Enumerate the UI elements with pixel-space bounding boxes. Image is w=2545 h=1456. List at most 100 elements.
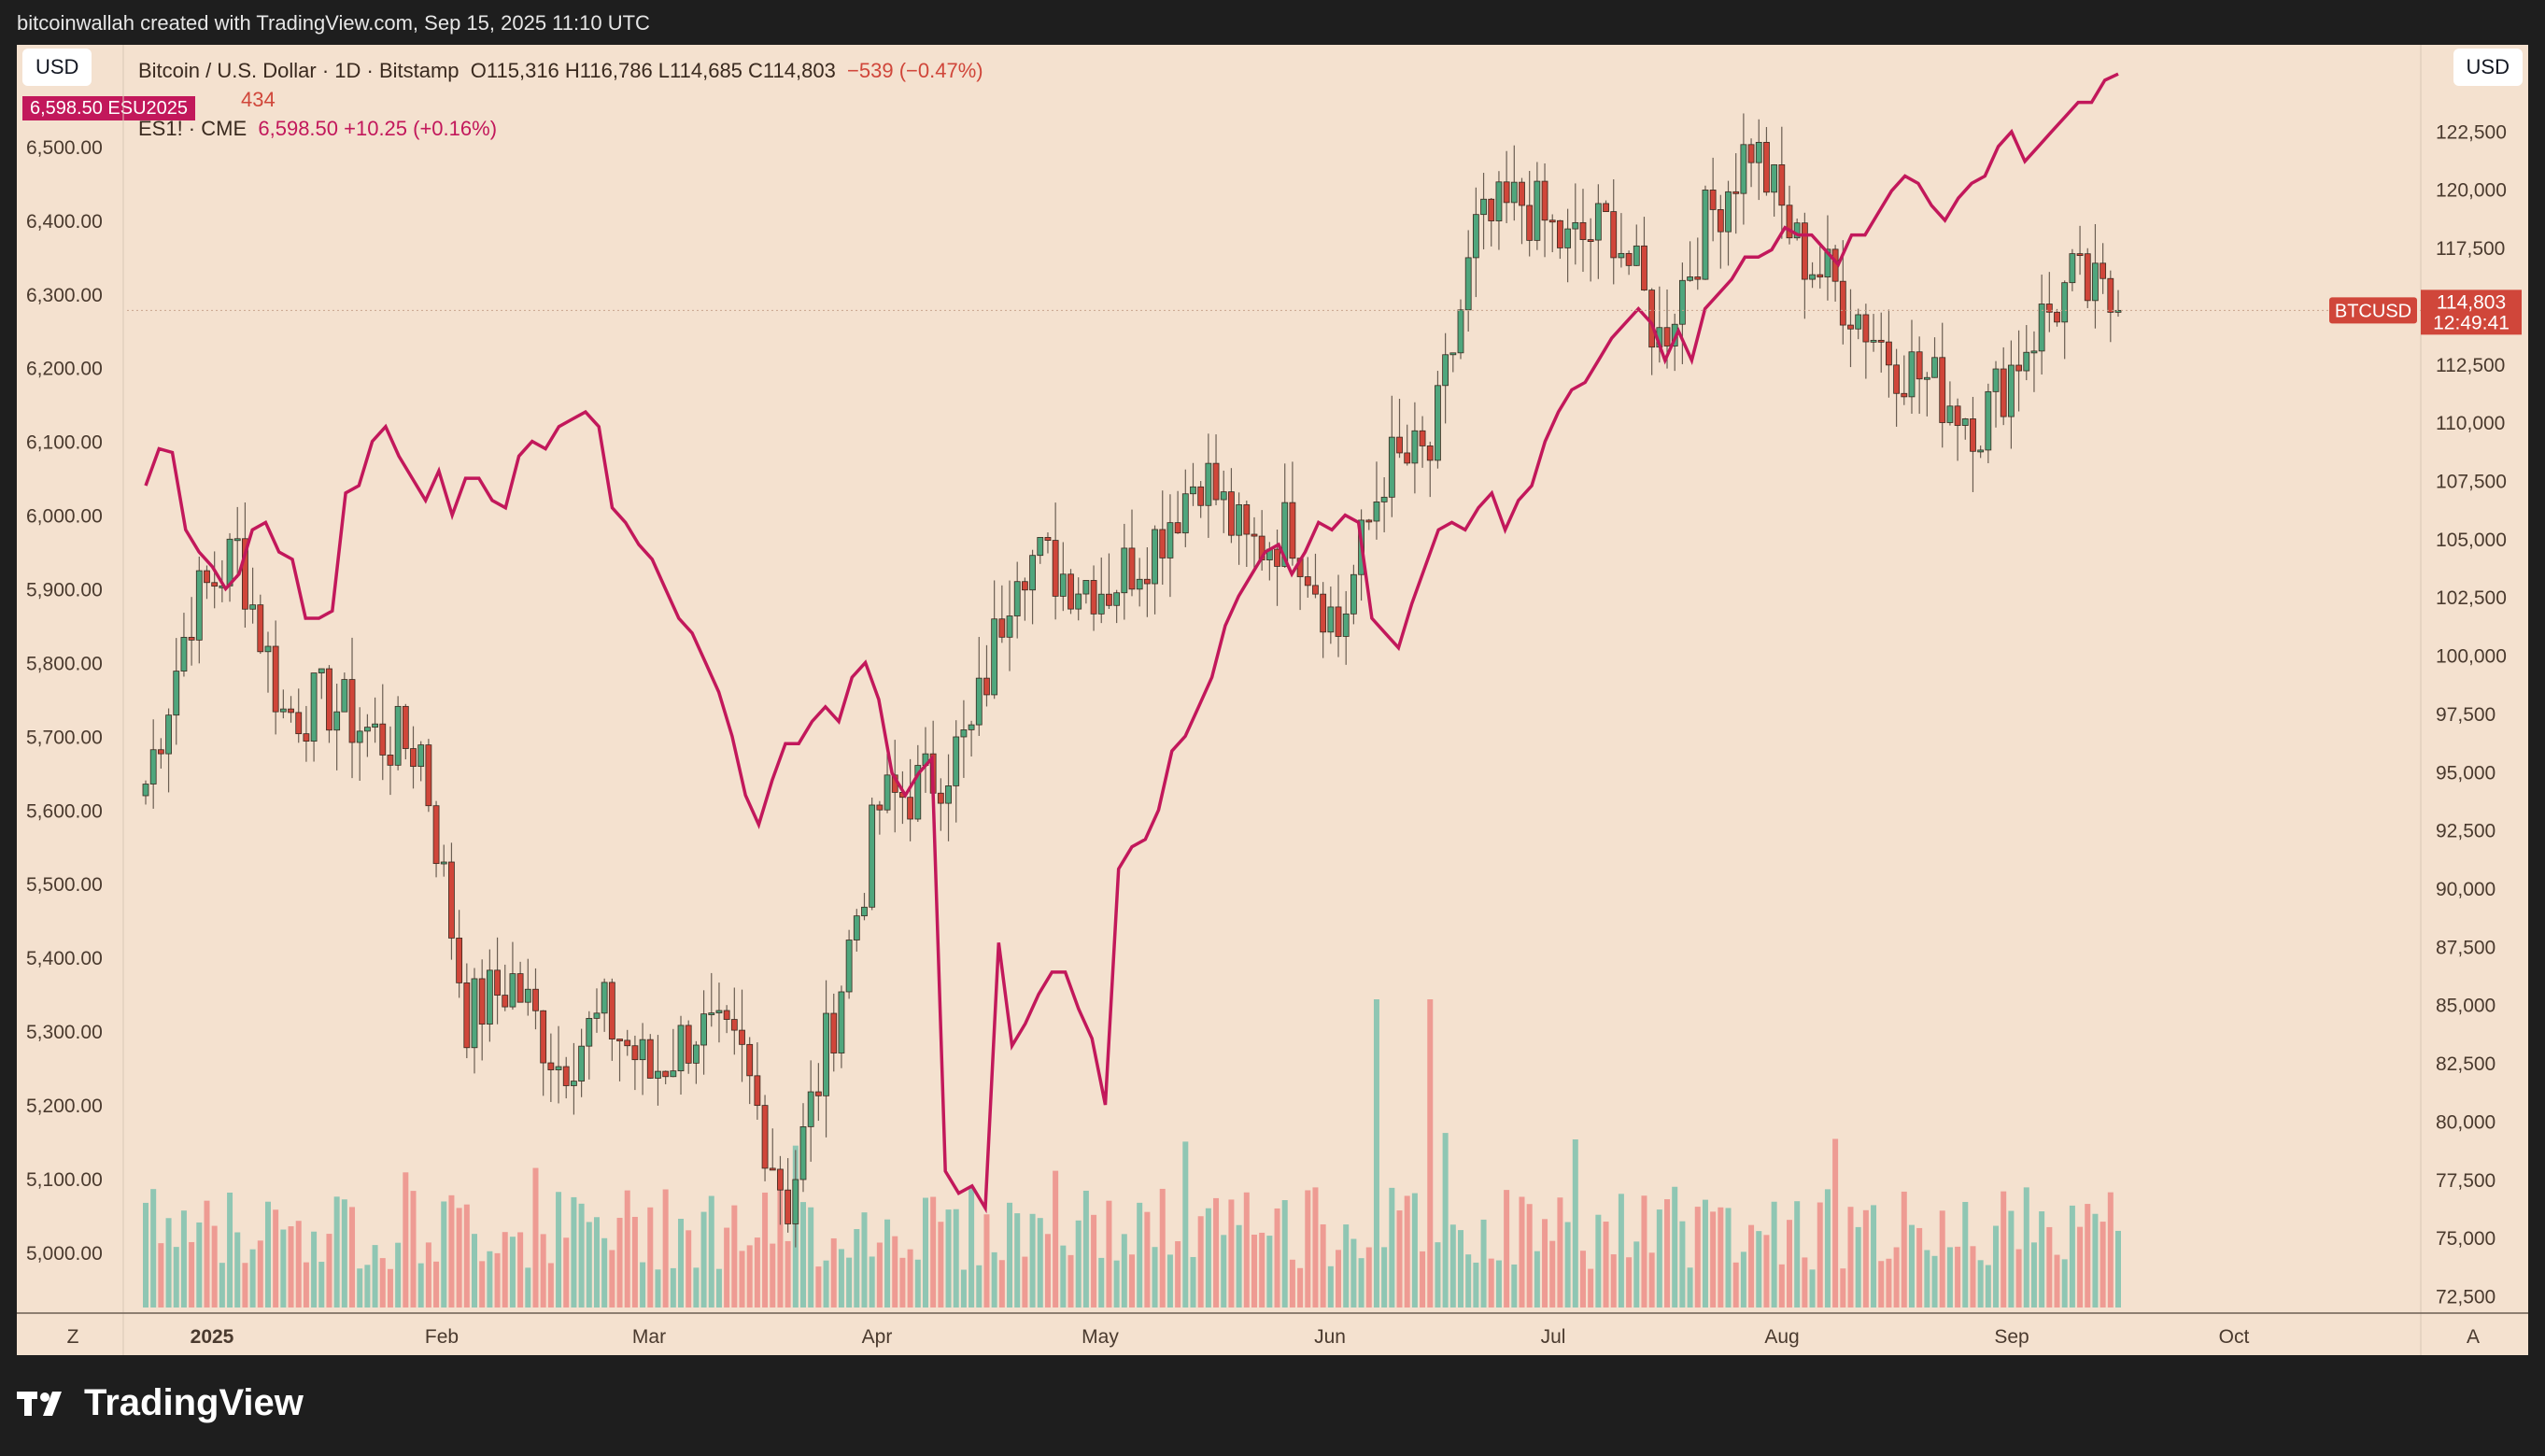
last-price-value: 114,803 [2437, 291, 2506, 313]
candle-body [1442, 354, 1449, 387]
candle-body [631, 1045, 639, 1061]
candle-body [1251, 533, 1258, 537]
candle-body [524, 988, 531, 1003]
volume-bar [830, 1237, 837, 1308]
volume-bar [2039, 1211, 2045, 1308]
volume-bar [1626, 1257, 1633, 1308]
candle-body [540, 1010, 547, 1064]
volume-bar [2061, 1259, 2068, 1308]
volume-bar [1336, 1250, 1342, 1308]
candle-body [2015, 364, 2022, 372]
volume-bar [1435, 1242, 1441, 1308]
candle-body [571, 1081, 577, 1086]
candle-body [1862, 314, 1870, 343]
volume-bar [1113, 1260, 1120, 1308]
volume-bar [173, 1247, 179, 1308]
candle-body [264, 645, 272, 653]
candle-body [173, 671, 180, 716]
zoom-toggle[interactable]: Z [67, 1326, 79, 1348]
volume-bar [1893, 1247, 1900, 1308]
candle-body [2030, 350, 2038, 354]
candle-body [509, 973, 516, 1008]
right-axis-tick: 102,500 [2436, 587, 2507, 609]
volume-bar [670, 1267, 676, 1308]
candle-body [463, 982, 471, 1049]
volume-bar [1420, 1251, 1426, 1308]
candle-body [761, 1105, 769, 1169]
volume-bar [777, 1187, 784, 1308]
volume-bar [1824, 1189, 1831, 1308]
volume-bar [1044, 1234, 1051, 1308]
candle-body [1610, 211, 1618, 259]
volume-bar [640, 1262, 646, 1308]
volume-bar [1847, 1207, 1854, 1308]
right-currency-button[interactable]: USD [2453, 49, 2523, 86]
volume-bar [1129, 1254, 1135, 1308]
volume-bar [2100, 1222, 2106, 1308]
candle-body [486, 969, 493, 1025]
candle-body [188, 636, 195, 641]
candle-body [869, 804, 876, 908]
candle-body [792, 1179, 799, 1224]
candle-body [1587, 239, 1594, 242]
candle-body [991, 618, 998, 696]
volume-bar [930, 1196, 937, 1308]
volume-bar [1320, 1223, 1326, 1308]
left-currency-button[interactable]: USD [22, 49, 92, 86]
candle-body [1694, 276, 1702, 280]
right-axis-tick: 100,000 [2436, 646, 2507, 668]
volume-bar [1144, 1211, 1151, 1308]
candle-body [1013, 581, 1021, 616]
volume-bar [1687, 1267, 1693, 1308]
chart-attribution: bitcoinwallah created with TradingView.c… [17, 11, 650, 35]
chart-pane[interactable]: USD USD 6,598.50 ESU2025 Bitcoin / U.S. … [17, 45, 2528, 1355]
volume-bar [1327, 1265, 1334, 1308]
volume-bar [1908, 1224, 1915, 1308]
volume-bar [1152, 1247, 1158, 1308]
volume-bar [823, 1260, 829, 1308]
volume-bar [1732, 1262, 1739, 1308]
volume-bar [1664, 1199, 1671, 1308]
volume-bar [257, 1240, 263, 1308]
volume-bar [1427, 999, 1434, 1308]
volume-bar [1725, 1208, 1732, 1308]
candle-body [1143, 578, 1151, 585]
candle-body [478, 978, 486, 1025]
volume-bar [1053, 1170, 1059, 1308]
volume-bar [479, 1261, 486, 1308]
volume-bar [1221, 1235, 1227, 1308]
candle-body [1228, 491, 1235, 536]
candle-body [1564, 228, 1572, 248]
right-axis-tick: 120,000 [2436, 180, 2507, 202]
candle-body [1106, 593, 1112, 606]
candle-body [1380, 496, 1388, 502]
volume-bar [180, 1210, 187, 1308]
volume-bar [815, 1266, 822, 1308]
volume-bar [372, 1245, 378, 1308]
volume-bar [969, 1188, 975, 1308]
candle-body [1625, 252, 1633, 266]
volume-bar [1305, 1190, 1311, 1308]
candle-body [1771, 164, 1778, 193]
right-axis-tick: 77,500 [2436, 1170, 2496, 1192]
volume-bar [1465, 1254, 1472, 1308]
candle-body [739, 1029, 745, 1045]
volume-bar [403, 1172, 409, 1308]
volume-bar [143, 1202, 148, 1308]
candle-body [341, 679, 348, 713]
candle-body [1603, 203, 1609, 212]
candle-body [2023, 351, 2030, 372]
candle-body [1977, 449, 1985, 453]
auto-scale-toggle[interactable]: A [2467, 1326, 2480, 1348]
volume-bar [1373, 999, 1379, 1308]
volume-bar [1060, 1245, 1067, 1308]
volume-bar [1648, 1252, 1655, 1308]
candle-body [1946, 405, 1954, 423]
time-axis-label: Apr [862, 1326, 893, 1348]
candle-body [1992, 368, 2000, 392]
price-chart[interactable]: 6,500.00 6,400.00 6,300.00 6,200.00 6,100.00… [17, 45, 2528, 1355]
volume-bar [2054, 1254, 2060, 1308]
volume-bar [808, 1207, 814, 1308]
candle-body [180, 636, 188, 671]
volume-bar [571, 1196, 577, 1308]
